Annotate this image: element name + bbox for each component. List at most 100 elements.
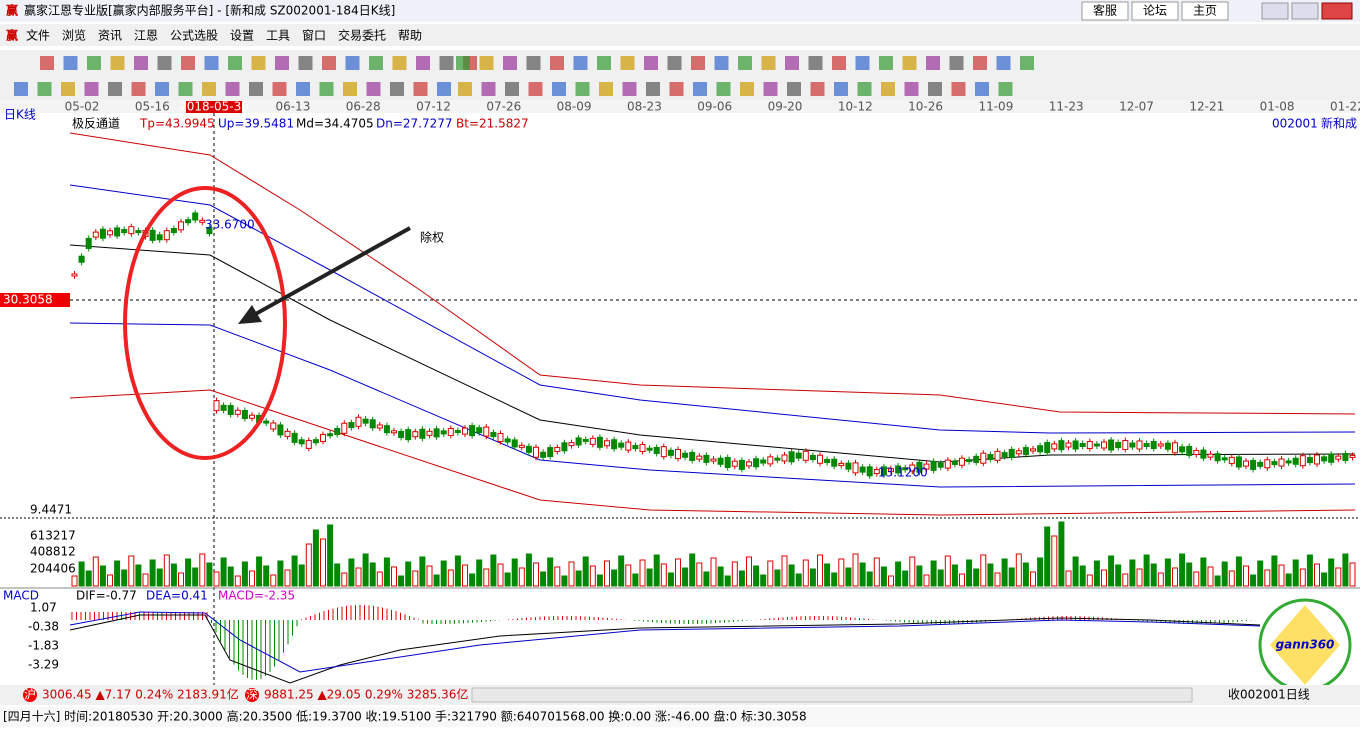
- tool-icon[interactable]: [693, 82, 707, 96]
- tool-icon[interactable]: [740, 82, 754, 96]
- tool-icon[interactable]: [416, 56, 430, 70]
- tool-icon[interactable]: [479, 56, 494, 70]
- tool-icon[interactable]: [644, 56, 658, 70]
- tool-icon[interactable]: [272, 82, 287, 96]
- menu-item[interactable]: 帮助: [398, 29, 422, 43]
- tool-icon[interactable]: [298, 56, 313, 70]
- tool-icon[interactable]: [669, 82, 684, 96]
- tool-icon[interactable]: [855, 56, 870, 70]
- tool-icon[interactable]: [904, 82, 919, 96]
- title-button[interactable]: [1131, 1, 1179, 21]
- tool-icon[interactable]: [87, 56, 101, 70]
- tool-icon[interactable]: [458, 82, 472, 96]
- tool-icon[interactable]: [204, 56, 219, 70]
- tool-icon[interactable]: [951, 82, 966, 96]
- tool-icon[interactable]: [181, 56, 195, 70]
- tool-icon[interactable]: [345, 56, 360, 70]
- scrollbar[interactable]: [471, 687, 1193, 703]
- tool-icon[interactable]: [456, 56, 470, 70]
- menu-item[interactable]: 设置: [230, 29, 254, 43]
- tool-icon[interactable]: [275, 56, 289, 70]
- tool-icon[interactable]: [14, 82, 28, 96]
- tool-icon[interactable]: [40, 56, 54, 70]
- tool-icon[interactable]: [343, 82, 357, 96]
- tool-icon[interactable]: [832, 56, 846, 70]
- menu-item[interactable]: 公式选股: [170, 29, 218, 43]
- tool-icon[interactable]: [552, 82, 566, 96]
- tool-icon[interactable]: [526, 56, 541, 70]
- tool-icon[interactable]: [366, 82, 381, 96]
- tool-icon[interactable]: [998, 82, 1013, 96]
- tool-icon[interactable]: [738, 56, 752, 70]
- tool-icon[interactable]: [691, 56, 705, 70]
- tool-icon[interactable]: [597, 56, 611, 70]
- tool-icon[interactable]: [437, 82, 451, 96]
- tool-icon[interactable]: [667, 56, 682, 70]
- tool-icon[interactable]: [879, 56, 893, 70]
- tool-icon[interactable]: [202, 82, 216, 96]
- tool-icon[interactable]: [926, 56, 940, 70]
- tool-icon[interactable]: [834, 82, 848, 96]
- title-button[interactable]: [1181, 1, 1229, 21]
- tool-icon[interactable]: [134, 56, 148, 70]
- tool-icon[interactable]: [131, 82, 146, 96]
- menu-item[interactable]: 文件: [26, 28, 50, 43]
- tool-icon[interactable]: [108, 82, 122, 96]
- close-button[interactable]: [1321, 2, 1353, 20]
- minimize-button[interactable]: [1261, 2, 1289, 20]
- tool-icon[interactable]: [622, 82, 637, 96]
- tool-icon[interactable]: [392, 56, 407, 70]
- tool-icon[interactable]: [84, 82, 99, 96]
- tool-icon[interactable]: [505, 82, 519, 96]
- tool-icon[interactable]: [63, 56, 78, 70]
- tool-icon[interactable]: [157, 56, 172, 70]
- tool-icon[interactable]: [761, 56, 776, 70]
- title-button[interactable]: [1081, 1, 1129, 21]
- tool-icon[interactable]: [228, 56, 242, 70]
- tool-icon[interactable]: [575, 82, 590, 96]
- tool-icon[interactable]: [296, 82, 310, 96]
- tool-icon[interactable]: [620, 56, 635, 70]
- tool-icon[interactable]: [928, 82, 942, 96]
- tool-icon[interactable]: [249, 82, 263, 96]
- tool-icon[interactable]: [550, 56, 564, 70]
- tool-icon[interactable]: [975, 82, 989, 96]
- tool-icon[interactable]: [481, 82, 496, 96]
- tool-icon[interactable]: [573, 56, 588, 70]
- tool-icon[interactable]: [973, 56, 987, 70]
- tool-icon[interactable]: [714, 56, 729, 70]
- menu-item[interactable]: 工具: [266, 29, 290, 43]
- tool-icon[interactable]: [369, 56, 383, 70]
- tool-icon[interactable]: [528, 82, 543, 96]
- tool-icon[interactable]: [225, 82, 240, 96]
- tool-icon[interactable]: [902, 56, 917, 70]
- tool-icon[interactable]: [716, 82, 731, 96]
- tool-icon[interactable]: [178, 82, 193, 96]
- tool-icon[interactable]: [599, 82, 613, 96]
- tool-icon[interactable]: [857, 82, 872, 96]
- tool-icon[interactable]: [322, 56, 336, 70]
- maximize-button[interactable]: [1291, 2, 1319, 20]
- menu-item[interactable]: 交易委托: [338, 28, 386, 43]
- tool-icon[interactable]: [319, 82, 334, 96]
- menu-item[interactable]: 浏览: [62, 28, 86, 43]
- tool-icon[interactable]: [949, 56, 964, 70]
- tool-icon[interactable]: [155, 82, 169, 96]
- tool-icon[interactable]: [787, 82, 801, 96]
- tool-icon[interactable]: [110, 56, 125, 70]
- tool-icon[interactable]: [390, 82, 404, 96]
- tool-icon[interactable]: [61, 82, 75, 96]
- tool-icon[interactable]: [439, 56, 454, 70]
- tool-icon[interactable]: [413, 82, 428, 96]
- menu-item[interactable]: 窗口: [302, 29, 326, 43]
- tool-icon[interactable]: [1020, 56, 1034, 70]
- tool-icon[interactable]: [503, 56, 517, 70]
- menu-item[interactable]: 资讯: [98, 29, 122, 43]
- tool-icon[interactable]: [808, 56, 823, 70]
- tool-icon[interactable]: [881, 82, 895, 96]
- tool-icon[interactable]: [37, 82, 52, 96]
- tool-icon[interactable]: [646, 82, 660, 96]
- tool-icon[interactable]: [251, 56, 266, 70]
- tool-icon[interactable]: [810, 82, 825, 96]
- tool-icon[interactable]: [763, 82, 778, 96]
